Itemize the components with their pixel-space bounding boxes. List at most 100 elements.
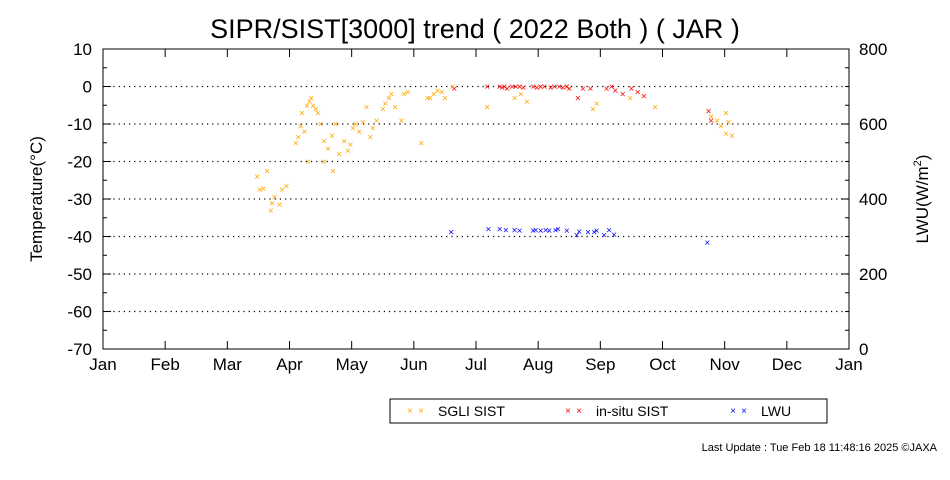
data-point: × xyxy=(718,121,724,132)
y-tick-labels: 10 0 -10 -20 -30 -40 -50 -60 -70 xyxy=(67,40,92,359)
data-point: × xyxy=(641,91,647,102)
data-point: × xyxy=(310,101,316,112)
data-point: × xyxy=(305,157,311,168)
legend-marker: × xyxy=(576,406,582,417)
data-point: × xyxy=(512,225,518,236)
y-tick-label: -30 xyxy=(67,190,92,209)
legend-marker: × xyxy=(418,406,424,417)
data-point: × xyxy=(350,123,356,134)
legend-label: SGLI SIST xyxy=(438,403,505,419)
data-point: × xyxy=(502,82,508,93)
data-point: × xyxy=(556,82,562,93)
data-point: × xyxy=(325,144,331,155)
data-point: × xyxy=(451,84,457,95)
data-point: × xyxy=(512,93,518,104)
y-tick-label: -50 xyxy=(67,265,92,284)
legend-label: LWU xyxy=(761,403,791,419)
data-point: × xyxy=(594,226,600,237)
x-tick-label: Oct xyxy=(649,355,676,374)
data-point: × xyxy=(627,93,633,104)
y-tick-label: -20 xyxy=(67,153,92,172)
data-point: × xyxy=(628,84,634,95)
axis-ticks xyxy=(102,48,850,350)
data-point: × xyxy=(517,82,523,93)
x-tick-label: Jan xyxy=(835,355,862,374)
data-point: × xyxy=(330,166,336,177)
y2-tick-label: 600 xyxy=(859,115,887,134)
y-tick-label: 10 xyxy=(73,40,92,59)
data-point: × xyxy=(382,99,388,110)
data-point: × xyxy=(313,105,319,116)
x-tick-label: Feb xyxy=(151,355,180,374)
data-point: × xyxy=(260,184,266,195)
data-point: × xyxy=(590,105,596,116)
legend: × × SGLI SIST × × in-situ SIST × × LWU xyxy=(389,398,828,424)
data-point: × xyxy=(345,146,351,157)
data-point: × xyxy=(401,90,407,101)
data-point: × xyxy=(299,108,305,119)
data-point: × xyxy=(374,116,380,127)
legend-box xyxy=(389,398,828,424)
data-point: × xyxy=(298,121,304,132)
data-point: × xyxy=(293,138,299,149)
x-tick-label: Jan xyxy=(89,355,116,374)
data-point: × xyxy=(499,83,505,94)
data-point: × xyxy=(435,86,441,97)
data-point: × xyxy=(295,133,301,144)
x-tick-label: Apr xyxy=(276,355,303,374)
data-point: × xyxy=(272,193,278,204)
data-point: × xyxy=(564,226,570,237)
x-tick-label: Nov xyxy=(710,355,741,374)
data-point: × xyxy=(530,82,536,93)
data-point: × xyxy=(725,118,731,129)
data-point: × xyxy=(279,185,285,196)
data-point: × xyxy=(352,120,358,131)
x-tick-label: Sep xyxy=(585,355,615,374)
data-point: × xyxy=(530,226,536,237)
y2-tick-labels: 800 600 400 200 0 xyxy=(859,40,887,359)
data-point: × xyxy=(635,88,641,99)
x-tick-label: Jun xyxy=(400,355,427,374)
data-point: × xyxy=(708,112,714,123)
data-point: × xyxy=(439,88,445,99)
data-point: × xyxy=(706,106,712,117)
data-point: × xyxy=(723,108,729,119)
data-point: × xyxy=(380,105,386,116)
data-point: × xyxy=(555,225,561,236)
data-point: × xyxy=(364,103,370,114)
plot-frame xyxy=(102,48,850,350)
data-point: × xyxy=(574,231,580,242)
data-point: × xyxy=(405,88,411,99)
data-point: × xyxy=(254,172,260,183)
x-tick-label: Jul xyxy=(465,355,487,374)
y2-axis-label: LWU(W/m2) xyxy=(912,155,932,244)
data-point: × xyxy=(611,230,617,241)
data-point: × xyxy=(386,93,392,104)
data-point: × xyxy=(348,140,354,151)
data-point: × xyxy=(484,103,490,114)
data-point: × xyxy=(609,82,615,93)
legend-marker: × xyxy=(407,406,413,417)
data-point: × xyxy=(257,185,263,196)
data-point: × xyxy=(538,226,544,237)
data-point: × xyxy=(442,93,448,104)
y2-tick-label: 800 xyxy=(859,40,887,59)
data-point: × xyxy=(425,93,431,104)
legend-label: in-situ SIST xyxy=(596,403,669,419)
data-point: × xyxy=(533,225,539,236)
legend-marker: × xyxy=(565,406,571,417)
data-point: × xyxy=(329,131,335,142)
data-point: × xyxy=(546,226,552,237)
data-point: × xyxy=(321,136,327,147)
data-point: × xyxy=(398,116,404,127)
data-point: × xyxy=(553,225,559,236)
x-tick-labels: Jan Feb Mar Apr May Jun Jul Aug Sep Oct Nov Dec Jan xyxy=(89,355,862,374)
last-update-footer: Last Update : Tue Feb 18 11:48:16 2025 ©… xyxy=(702,442,938,454)
data-point: × xyxy=(341,136,347,147)
data-point: × xyxy=(448,228,454,239)
y2-tick-label: 400 xyxy=(859,190,887,209)
data-point: × xyxy=(524,97,530,108)
y2-label-main: LWU(W/m xyxy=(913,166,932,243)
legend-marker: × xyxy=(730,406,736,417)
